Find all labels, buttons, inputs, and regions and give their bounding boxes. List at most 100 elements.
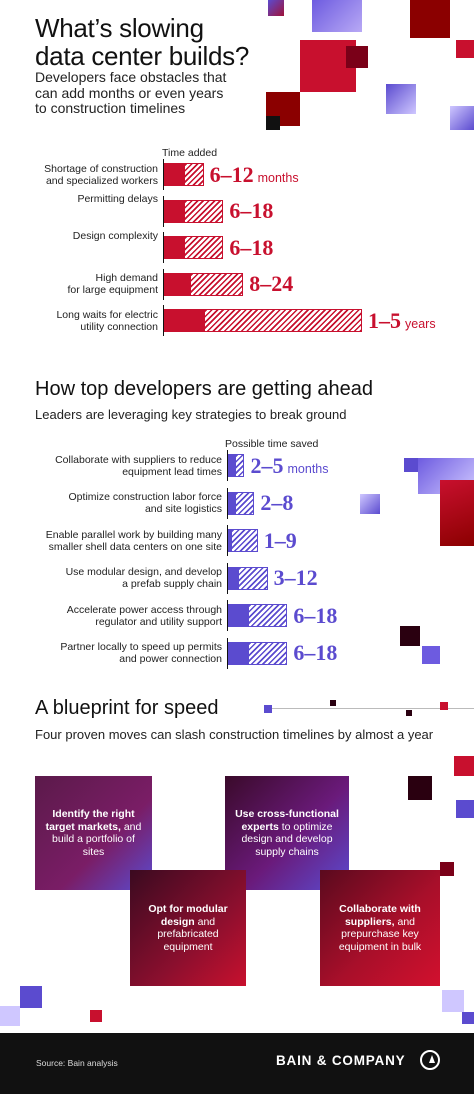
axis-line — [227, 450, 228, 481]
range-unit: months — [287, 461, 329, 476]
bar-range — [231, 529, 258, 552]
strategy-row: Accelerate power access through regulator… — [0, 600, 474, 631]
card-bold: Collaborate with suppliers, — [339, 903, 421, 928]
range-value-text: 8–24 — [249, 271, 294, 296]
row-label-line-2: smaller shell data centers on one site — [48, 540, 222, 553]
decor-square — [264, 705, 272, 713]
row-label-line-2: Design complexity — [72, 229, 158, 242]
decor-square — [442, 990, 464, 1012]
decor-square — [456, 40, 474, 58]
row-label-line-1: Collaborate with suppliers to reduce — [55, 453, 222, 466]
decor-square — [360, 494, 380, 514]
row-label-line-2: Permitting delays — [77, 193, 158, 205]
row-label-line-1: Enable parallel work by building many — [45, 528, 222, 541]
obstacle-row: Shortage of construction and specialized … — [0, 159, 474, 190]
bar-minimum — [164, 272, 191, 296]
range-value: 1–5 years — [368, 308, 436, 336]
axis-line — [227, 562, 228, 594]
obstacles-column-header: Time added — [162, 147, 218, 159]
bar-minimum — [228, 566, 238, 590]
bar-minimum — [228, 491, 235, 515]
subtitle-line-2: can add months or even years — [35, 84, 224, 101]
decor-square — [422, 646, 440, 664]
row-label: Shortage of construction and specialized … — [8, 163, 158, 187]
decor-square — [408, 776, 432, 800]
strategy-row: Optimize construction labor force and sit… — [0, 487, 474, 519]
range-value-text: 3–12 — [273, 565, 318, 590]
range-value: 6–18 — [229, 199, 273, 223]
row-label-line-2: and site logistics — [144, 503, 222, 515]
axis-line — [163, 232, 164, 263]
range-value: 6–18 — [293, 641, 337, 665]
title-line-1: What’s slowing — [35, 13, 204, 43]
decor-line — [272, 708, 474, 709]
decor-square — [456, 800, 474, 818]
page-subtitle: Developers face obstacles that can add m… — [35, 69, 226, 117]
row-label-line-1: High demand — [95, 272, 158, 284]
decor-square — [400, 626, 420, 646]
bar-minimum — [228, 454, 235, 477]
bar-range — [237, 566, 268, 590]
decor-square — [0, 1006, 20, 1026]
row-label: Accelerate power access through regulator… — [22, 604, 222, 628]
card-text: and prefabricated equipment — [157, 915, 219, 953]
strategies-title: How top developers are getting ahead — [35, 378, 374, 400]
bar-range — [247, 641, 288, 665]
card-text: and prepurchase key equipment in bulk — [338, 915, 422, 953]
decor-square — [406, 710, 412, 716]
row-label-line-1: Long waits for electric — [56, 308, 158, 321]
card-bold: Opt for modular design — [148, 903, 228, 928]
title-line-2: data center builds? — [35, 41, 250, 71]
row-label-line-1: Shortage of construction — [44, 162, 158, 175]
strategy-row: Enable parallel work by building many sma… — [0, 525, 474, 556]
obstacle-row: Permitting delays 6–18 — [0, 193, 474, 227]
axis-line — [227, 600, 228, 631]
range-value: 8–24 — [249, 272, 293, 296]
strategies-column-header: Possible time saved — [225, 438, 319, 450]
range-value-text: 6–12 — [209, 161, 254, 187]
row-label: Collaborate with suppliers to reduce equi… — [22, 454, 222, 478]
obstacle-row: Long waits for electric utility connectio… — [0, 305, 474, 336]
axis-line — [163, 268, 164, 300]
row-label-line-2: and power connection — [119, 653, 222, 665]
range-value-text: 2–8 — [260, 490, 294, 515]
decor-square — [410, 0, 450, 38]
row-label: Partner locally to speed up permits and p… — [22, 641, 222, 665]
row-label: Long waits for electric utility connectio… — [8, 309, 158, 333]
decor-square — [362, 0, 410, 40]
range-value: 2–5 months — [251, 453, 329, 481]
row-label-line-1: Accelerate power access through — [66, 603, 222, 616]
row-label-line-2: a prefab supply chain — [122, 578, 222, 590]
range-value: 6–18 — [293, 603, 337, 628]
decor-square — [454, 756, 474, 776]
bar-range — [183, 163, 204, 186]
row-label-line-2: regulator and utility support — [95, 615, 222, 628]
range-value: 2–8 — [260, 491, 293, 515]
page-title: What’s slowing data center builds? — [35, 14, 249, 70]
row-label-line-2: utility connection — [80, 320, 158, 333]
obstacle-row: Design complexity 6–18 — [0, 230, 474, 263]
decor-square — [386, 84, 416, 114]
decor-square — [266, 116, 280, 130]
row-label-line-1: Optimize construction labor force — [68, 491, 222, 503]
row-label: Enable parallel work by building many sma… — [22, 529, 222, 553]
range-unit: years — [405, 316, 436, 331]
card-bold: Use cross-functional experts — [235, 808, 339, 833]
row-label: Permitting delays — [8, 193, 158, 205]
bar-minimum — [228, 641, 248, 665]
range-value-text: 6–18 — [229, 234, 274, 260]
bar-range — [183, 199, 224, 223]
range-value: 6–18 — [229, 234, 274, 260]
strategies-subtitle: Leaders are leveraging key strategies to… — [35, 407, 347, 422]
strategy-row: Use modular design, and develop a prefab … — [0, 562, 474, 594]
decor-square — [20, 986, 42, 1008]
bar-minimum — [164, 199, 184, 223]
axis-line — [227, 487, 228, 519]
bar-range — [234, 491, 255, 515]
bar-minimum — [228, 604, 248, 627]
source-note: Source: Bain analysis — [36, 1058, 118, 1068]
card-text: to optimize design and develop supply ch… — [241, 820, 333, 858]
row-label-line-1: Use modular design, and develop — [65, 566, 222, 578]
decor-square — [312, 0, 362, 32]
